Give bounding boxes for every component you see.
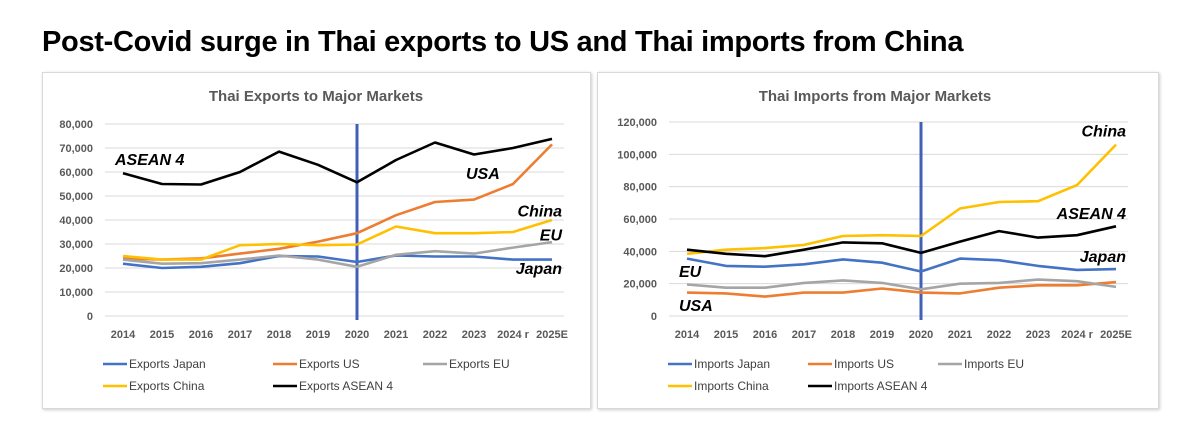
series-line-exports-eu <box>122 240 553 269</box>
x-tick-label: 2019 <box>870 329 894 341</box>
x-tick-label: 2022 <box>423 329 447 341</box>
x-tick-label: 2020 <box>909 329 933 341</box>
x-tick-label: 2016 <box>189 329 213 341</box>
x-tick-label: 2025E <box>536 329 568 341</box>
page-title: Post-Covid surge in Thai exports to US a… <box>42 26 964 58</box>
x-tick-label: 2025E <box>1100 329 1132 341</box>
x-tick-label: 2019 <box>306 329 330 341</box>
x-tick-label: 2018 <box>831 329 855 341</box>
y-tick-label: 40,000 <box>59 215 93 227</box>
x-tick-label: 2015 <box>714 329 738 341</box>
series-annotation: ASEAN 4 <box>1056 206 1126 223</box>
x-tick-label: 2021 <box>384 329 408 341</box>
x-tick-label: 2023 <box>1026 329 1050 341</box>
series-line-imports-japan <box>686 257 1117 273</box>
legend-label: Exports US <box>299 357 360 371</box>
series-annotation: EU <box>540 227 563 244</box>
x-tick-label: 2014 <box>675 329 700 341</box>
x-tick-label: 2016 <box>753 329 777 341</box>
series-annotation: China <box>518 203 563 220</box>
x-tick-label: 2024 r <box>497 329 530 341</box>
x-tick-label: 2018 <box>267 329 291 341</box>
y-tick-label: 40,000 <box>623 246 657 258</box>
x-tick-label: 2017 <box>792 329 816 341</box>
line-chart: Thai Imports from Major Markets 0 20,000 40… <box>617 88 1132 393</box>
series-annotation: USA <box>466 166 500 183</box>
y-tick-label: 100,000 <box>617 149 657 161</box>
y-tick-label: 80,000 <box>623 182 657 194</box>
y-tick-label: 70,000 <box>59 143 93 155</box>
legend-label: Imports ASEAN 4 <box>834 379 928 393</box>
series-line-imports-eu <box>686 278 1117 291</box>
legend-label: Imports US <box>834 357 894 371</box>
imports-chart-panel: Thai Imports from Major Markets 0 20,000 40… <box>597 72 1159 409</box>
exports-chart-panel: Thai Exports to Major Markets 0 10,000 20,0… <box>42 72 591 409</box>
series-annotation: ASEAN 4 <box>114 152 184 169</box>
series-line-exports-us <box>122 143 553 261</box>
y-tick-label: 60,000 <box>623 214 657 226</box>
series-annotation: Japan <box>1080 249 1126 266</box>
y-tick-label: 30,000 <box>59 239 93 251</box>
x-tick-label: 2015 <box>150 329 174 341</box>
legend-label: Imports Japan <box>694 357 770 371</box>
series-annotation: USA <box>679 298 713 315</box>
y-tick-label: 80,000 <box>59 119 93 131</box>
legend-label: Exports China <box>129 379 205 393</box>
series-line-imports-asean-4 <box>686 225 1117 258</box>
y-tick-label: 0 <box>651 311 657 323</box>
x-tick-label: 2024 r <box>1061 329 1094 341</box>
series-annotation: China <box>1082 124 1127 141</box>
x-tick-label: 2022 <box>987 329 1011 341</box>
legend-label: Exports ASEAN 4 <box>299 379 393 393</box>
line-chart: Thai Exports to Major Markets 0 10,000 20,0… <box>59 88 568 393</box>
legend-label: Imports China <box>694 379 769 393</box>
y-tick-label: 20,000 <box>59 263 93 275</box>
series-line-exports-china <box>122 218 553 261</box>
series-annotation: EU <box>679 264 702 281</box>
legend-label: Exports EU <box>449 357 510 371</box>
y-tick-label: 50,000 <box>59 191 93 203</box>
series-line-exports-japan <box>122 254 552 270</box>
y-tick-label: 60,000 <box>59 167 93 179</box>
legend-label: Imports EU <box>964 357 1024 371</box>
x-tick-label: 2020 <box>345 329 369 341</box>
y-tick-label: 20,000 <box>623 279 657 291</box>
series-line-imports-china <box>686 143 1117 256</box>
series-line-exports-asean-4 <box>122 137 553 186</box>
series-line-imports-us <box>686 280 1117 298</box>
chart-title: Thai Exports to Major Markets <box>209 88 423 105</box>
chart-title: Thai Imports from Major Markets <box>759 88 992 105</box>
y-tick-label: 10,000 <box>59 287 93 299</box>
legend-label: Exports Japan <box>129 357 206 371</box>
series-annotation: Japan <box>516 261 562 278</box>
x-tick-label: 2021 <box>948 329 972 341</box>
y-tick-label: 120,000 <box>617 117 657 129</box>
x-tick-label: 2017 <box>228 329 252 341</box>
y-tick-label: 0 <box>87 311 93 323</box>
x-tick-label: 2014 <box>111 329 136 341</box>
x-tick-label: 2023 <box>462 329 486 341</box>
